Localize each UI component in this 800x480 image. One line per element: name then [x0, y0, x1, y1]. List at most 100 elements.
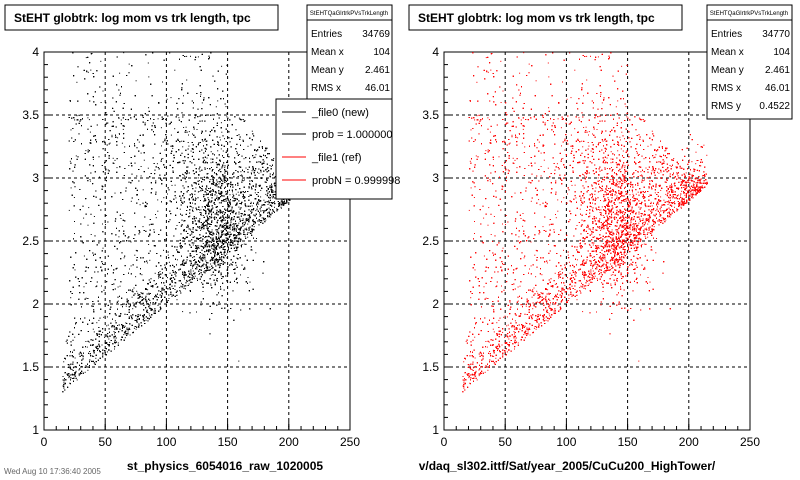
left-scatter-point	[148, 107, 150, 109]
left-scatter-point	[76, 81, 78, 83]
left-scatter-point	[122, 225, 124, 227]
left-scatter-point	[238, 222, 240, 224]
left-scatter-point	[203, 258, 205, 260]
left-scatter-point	[63, 361, 65, 363]
left-scatter-point	[87, 224, 89, 226]
left-scatter-point	[75, 155, 77, 157]
left-scatter-point	[197, 209, 199, 210]
left-scatter-point	[208, 208, 210, 210]
left-scatter-point	[239, 203, 241, 204]
left-scatter-point	[211, 179, 213, 180]
left-scatter-point	[190, 273, 192, 275]
left-scatter-point	[242, 139, 244, 141]
left-scatter-point	[163, 249, 164, 251]
left-scatter-point	[280, 206, 282, 208]
left-scatter-point	[188, 134, 189, 136]
left-scatter-point	[221, 166, 223, 168]
left-scatter-point	[125, 305, 127, 307]
left-scatter-point	[232, 219, 234, 221]
left-scatter-point	[119, 285, 121, 287]
left-scatter-point	[211, 268, 213, 270]
left-scatter-point	[142, 135, 144, 136]
left-scatter-point	[248, 228, 250, 230]
left-scatter-point	[142, 316, 144, 318]
left-scatter-point	[226, 181, 227, 182]
left-scatter-point	[281, 203, 283, 205]
left-scatter-point	[201, 253, 203, 255]
left-scatter-point	[167, 277, 168, 279]
left-scatter-point	[108, 350, 110, 351]
left-scatter-point	[263, 199, 265, 201]
left-scatter-point	[181, 282, 182, 284]
left-scatter-point	[182, 173, 183, 175]
left-scatter-point	[221, 211, 223, 213]
left-scatter-point	[238, 206, 240, 208]
left-scatter-point	[210, 283, 212, 285]
left-scatter-point	[106, 351, 108, 353]
left-scatter-point	[194, 275, 196, 277]
left-scatter-point	[225, 224, 227, 226]
left-scatter-point	[106, 316, 108, 318]
left-scatter-point	[210, 263, 212, 265]
left-scatter-point	[111, 134, 113, 136]
left-scatter-point	[224, 200, 226, 202]
left-scatter-point	[73, 366, 74, 368]
left-scatter-point	[157, 210, 159, 212]
left-scatter-point	[219, 176, 221, 178]
left-scatter-point	[141, 274, 143, 276]
left-scatter-point	[183, 127, 185, 128]
left-scatter-point	[160, 308, 162, 310]
left-scatter-point	[210, 284, 212, 286]
left-scatter-point	[128, 63, 130, 65]
left-scatter-point	[169, 272, 171, 274]
left-scatter-point	[254, 192, 256, 194]
left-scatter-point	[250, 210, 251, 212]
left-scatter-point	[83, 255, 85, 257]
left-scatter-point	[278, 204, 280, 206]
left-scatter-point	[90, 69, 92, 71]
left-scatter-point	[146, 302, 148, 304]
left-scatter-point	[147, 167, 149, 169]
left-scatter-point	[248, 232, 250, 234]
left-scatter-point	[155, 217, 157, 219]
left-scatter-point	[242, 180, 244, 182]
left-scatter-point	[204, 162, 206, 164]
left-scatter-point	[263, 160, 265, 162]
left-scatter-point	[196, 277, 198, 279]
left-scatter-point	[114, 159, 116, 161]
left-scatter-point	[135, 328, 137, 330]
left-scatter-point	[82, 357, 84, 359]
left-scatter-point	[206, 185, 208, 187]
left-scatter-point	[211, 247, 213, 249]
left-scatter-point	[178, 161, 180, 163]
left-scatter-point	[255, 184, 257, 186]
left-scatter-point	[230, 220, 232, 222]
left-scatter-point	[243, 158, 245, 160]
left-scatter-point	[249, 184, 251, 186]
left-scatter-point	[93, 355, 95, 357]
left-scatter-point	[70, 297, 72, 299]
left-scatter-point	[235, 230, 237, 232]
left-scatter-point	[81, 241, 83, 243]
left-scatter-point	[146, 262, 148, 264]
left-scatter-point	[148, 224, 150, 226]
left-scatter-point	[191, 184, 193, 186]
left-scatter-point	[83, 217, 85, 219]
left-scatter-point	[209, 179, 211, 181]
left-scatter-point	[253, 157, 255, 159]
left-scatter-point	[235, 212, 237, 214]
left-scatter-point	[184, 278, 185, 280]
left-scatter-point	[73, 197, 75, 198]
left-scatter-point	[136, 290, 138, 292]
left-scatter-point	[226, 257, 228, 259]
left-scatter-point	[113, 331, 115, 333]
left-scatter-point	[121, 142, 123, 144]
left-scatter-point	[260, 178, 262, 179]
left-scatter-point	[198, 227, 200, 229]
left-scatter-point	[163, 197, 165, 199]
left-scatter-point	[136, 301, 138, 303]
left-scatter-point	[200, 209, 202, 211]
left-scatter-point	[241, 246, 242, 248]
left-scatter-point	[148, 244, 150, 245]
left-scatter-point	[204, 199, 206, 201]
